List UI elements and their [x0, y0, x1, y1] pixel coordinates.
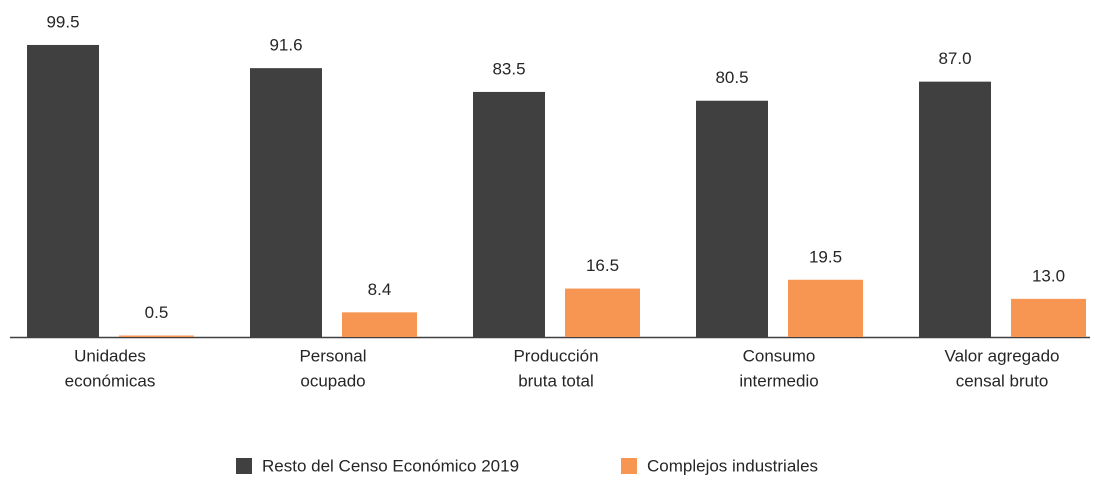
- value-label: 0.5: [145, 303, 169, 322]
- x-tick-label: ocupado: [300, 371, 365, 390]
- bar: [919, 81, 991, 337]
- bar: [1011, 298, 1086, 337]
- value-label: 16.5: [586, 256, 619, 275]
- x-tick-label: económicas: [65, 371, 156, 390]
- x-tick-label: Consumo: [743, 346, 816, 365]
- bar: [250, 68, 322, 338]
- legend-label: Resto del Censo Económico 2019: [262, 456, 519, 475]
- value-label: 19.5: [809, 247, 842, 266]
- value-label: 91.6: [269, 36, 302, 55]
- x-tick-label: Producción: [513, 346, 598, 365]
- bar: [788, 279, 863, 337]
- legend-swatch: [621, 458, 637, 474]
- value-label: 87.0: [938, 49, 971, 68]
- bar: [119, 335, 194, 337]
- bar: [342, 312, 417, 337]
- legend-swatch: [236, 458, 252, 474]
- value-label: 8.4: [368, 280, 392, 299]
- value-label: 83.5: [492, 59, 525, 78]
- value-label: 80.5: [715, 68, 748, 87]
- x-tick-label: intermedio: [739, 371, 818, 390]
- bar: [27, 44, 99, 337]
- bar: [696, 100, 768, 337]
- value-label: 13.0: [1032, 266, 1065, 285]
- x-tick-label: Unidades: [74, 346, 146, 365]
- x-tick-label: bruta total: [518, 371, 594, 390]
- x-tick-label: Valor agregado: [945, 346, 1060, 365]
- x-tick-label: censal bruto: [956, 371, 1049, 390]
- value-label: 99.5: [46, 12, 79, 31]
- bar: [473, 91, 545, 338]
- bar: [565, 288, 640, 337]
- legend-label: Complejos industriales: [647, 456, 818, 475]
- x-tick-label: Personal: [299, 346, 366, 365]
